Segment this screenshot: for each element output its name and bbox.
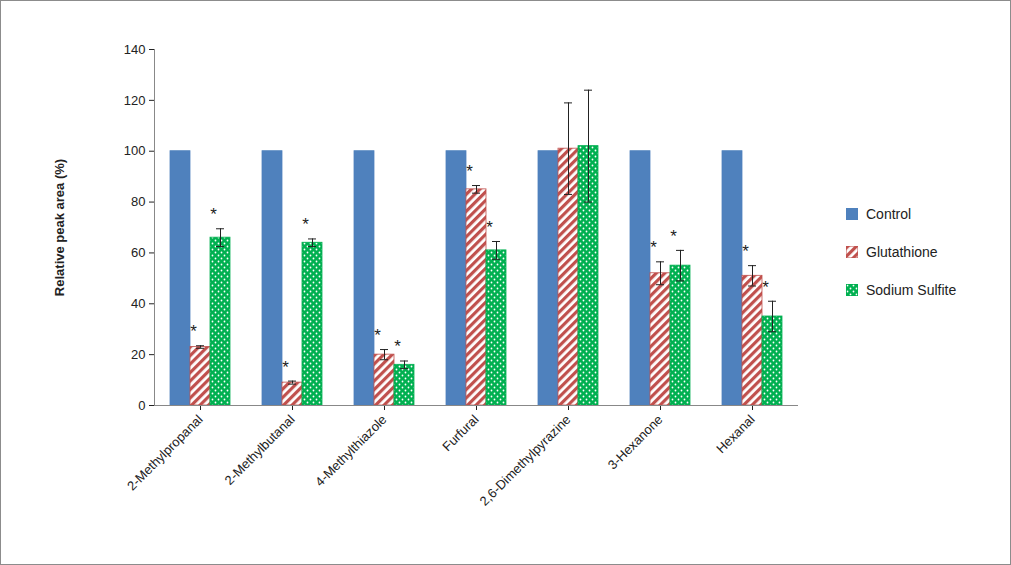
svg-text:*: * [210, 205, 217, 224]
svg-text:20: 20 [131, 347, 145, 362]
svg-text:*: * [670, 227, 677, 246]
svg-text:*: * [762, 278, 769, 297]
svg-text:Furfural: Furfural [439, 412, 481, 454]
svg-text:2,6-Dimethylpyrazine: 2,6-Dimethylpyrazine [477, 412, 574, 509]
svg-text:*: * [742, 242, 749, 261]
svg-text:*: * [302, 215, 309, 234]
svg-text:3-Hexanone: 3-Hexanone [605, 412, 666, 473]
svg-text:120: 120 [124, 93, 146, 108]
svg-text:*: * [650, 238, 657, 257]
svg-text:100: 100 [124, 143, 146, 158]
svg-text:0: 0 [138, 398, 145, 413]
html-text:Control: Control [866, 206, 912, 222]
svg-text:2-Methylbutanal: 2-Methylbutanal [222, 412, 298, 488]
svg-text:4-Methylthiazole: 4-Methylthiazole [312, 412, 390, 490]
svg-text:2-Methylpropanal: 2-Methylpropanal [124, 412, 206, 494]
html-text:Sodium Sulfite: Sodium Sulfite [866, 282, 957, 298]
svg-text:*: * [374, 326, 381, 345]
svg-text:*: * [190, 322, 197, 341]
svg-text:40: 40 [131, 296, 145, 311]
svg-text:*: * [394, 337, 401, 356]
svg-text:Relative peak area (%): Relative peak area (%) [52, 159, 67, 296]
svg-text:80: 80 [131, 194, 145, 209]
html-text:Glutathione: Glutathione [866, 244, 938, 260]
svg-text:*: * [486, 218, 493, 237]
svg-text:Hexanal: Hexanal [713, 412, 757, 456]
svg-text:*: * [466, 162, 473, 181]
svg-text:140: 140 [124, 42, 146, 57]
svg-text:*: * [282, 358, 289, 377]
svg-text:60: 60 [131, 245, 145, 260]
